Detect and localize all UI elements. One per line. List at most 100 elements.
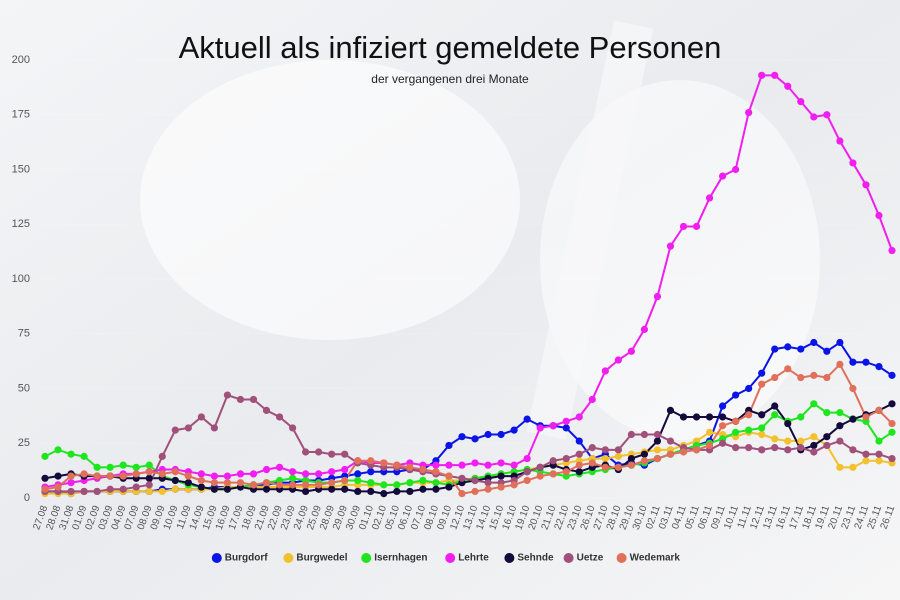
- data-point: [367, 479, 375, 487]
- data-point: [797, 413, 805, 421]
- legend-marker: [211, 553, 222, 563]
- data-point: [354, 476, 362, 485]
- data-point: [601, 463, 609, 471]
- data-point: [823, 433, 831, 441]
- data-point: [328, 485, 336, 493]
- data-point: [41, 474, 49, 482]
- y-tick-label: 0: [24, 492, 30, 504]
- data-point: [223, 485, 232, 493]
- data-point: [745, 426, 753, 434]
- data-point: [315, 470, 323, 478]
- data-point: [810, 113, 818, 121]
- data-point: [745, 384, 753, 393]
- data-point: [810, 448, 818, 456]
- data-point: [640, 457, 649, 465]
- data-point: [93, 487, 101, 496]
- data-point: [810, 400, 818, 408]
- chart-subtitle: der vergangenen drei Monate: [371, 72, 529, 86]
- legend-label: Lehrte: [458, 553, 489, 564]
- data-point: [732, 391, 740, 399]
- data-point: [354, 457, 362, 465]
- legend-label: Isernhagen: [374, 553, 427, 564]
- data-point: [523, 454, 531, 463]
- data-point: [275, 463, 284, 471]
- data-point: [236, 395, 245, 404]
- data-point: [458, 490, 466, 498]
- data-point: [797, 444, 805, 452]
- data-point: [171, 485, 179, 493]
- data-point: [145, 481, 153, 489]
- data-point: [249, 395, 258, 404]
- data-point: [614, 356, 622, 364]
- data-point: [732, 417, 740, 425]
- background-shape: [526, 20, 654, 440]
- data-point: [536, 424, 544, 432]
- data-point: [875, 450, 883, 458]
- data-point: [432, 479, 440, 487]
- data-point: [784, 343, 792, 351]
- background-shape: [140, 60, 520, 340]
- data-point: [692, 413, 701, 421]
- data-point: [797, 98, 805, 106]
- data-point: [262, 485, 271, 493]
- data-point: [849, 415, 857, 423]
- data-point: [732, 428, 740, 436]
- data-point: [888, 246, 896, 255]
- data-point: [523, 415, 531, 423]
- y-tick-label: 25: [18, 437, 30, 449]
- data-point: [510, 426, 518, 434]
- legend-label: Burgwedel: [296, 553, 347, 564]
- data-point: [862, 457, 870, 465]
- data-point: [562, 454, 570, 463]
- data-point: [484, 485, 492, 493]
- data-point: [119, 485, 127, 493]
- data-point: [393, 461, 401, 469]
- data-point: [197, 470, 205, 478]
- data-point: [784, 82, 792, 90]
- data-point: [471, 435, 479, 443]
- y-tick-label: 100: [12, 273, 30, 285]
- data-point: [54, 483, 62, 491]
- data-point: [445, 461, 453, 469]
- data-point: [223, 472, 232, 480]
- data-point: [171, 426, 179, 434]
- data-point: [823, 373, 831, 382]
- data-point: [145, 468, 153, 476]
- data-point: [640, 325, 649, 333]
- legend-marker: [504, 553, 515, 563]
- data-point: [666, 437, 675, 445]
- data-point: [653, 292, 662, 301]
- data-point: [354, 470, 362, 478]
- data-point: [315, 481, 323, 489]
- data-point: [562, 417, 570, 425]
- legend-marker: [445, 553, 456, 563]
- data-point: [288, 424, 297, 432]
- data-point: [275, 481, 284, 489]
- data-point: [823, 111, 831, 119]
- data-point: [888, 454, 896, 463]
- data-point: [627, 461, 635, 469]
- data-point: [458, 474, 466, 482]
- data-point: [158, 487, 166, 496]
- data-point: [223, 391, 232, 399]
- data-point: [758, 446, 766, 454]
- data-point: [380, 459, 388, 467]
- data-point: [745, 108, 753, 117]
- data-point: [758, 71, 766, 79]
- data-point: [601, 446, 609, 454]
- data-point: [119, 461, 127, 469]
- data-point: [836, 338, 844, 347]
- data-point: [328, 479, 336, 487]
- data-point: [705, 441, 714, 450]
- data-point: [445, 472, 453, 480]
- data-point: [666, 406, 675, 414]
- data-point: [445, 483, 453, 491]
- data-point: [302, 448, 310, 456]
- data-point: [888, 419, 896, 428]
- data-point: [510, 481, 518, 489]
- data-point: [771, 71, 779, 79]
- data-point: [888, 371, 896, 379]
- y-tick-label: 175: [12, 109, 30, 121]
- data-point: [210, 479, 218, 487]
- data-point: [797, 345, 805, 353]
